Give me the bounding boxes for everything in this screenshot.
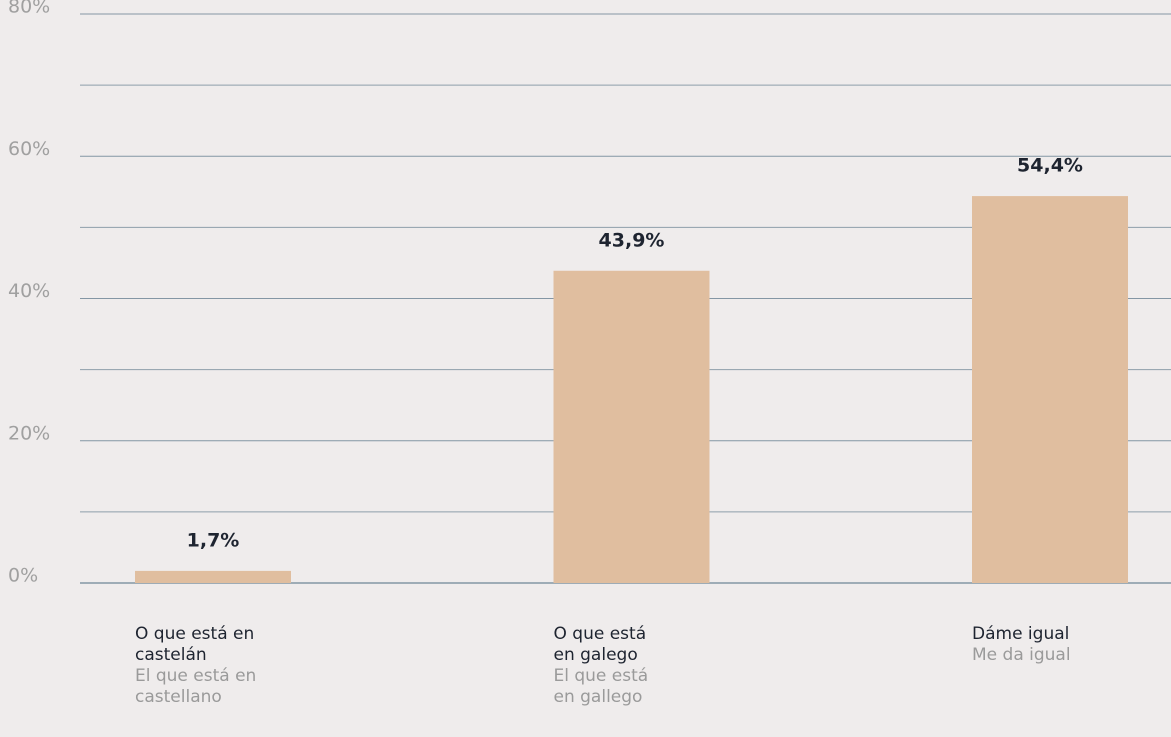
category-name: Dáme igual	[972, 624, 1070, 644]
bar	[553, 270, 710, 583]
category-translation: El que está en castellano	[135, 666, 257, 707]
category-translation: Me da igual	[972, 645, 1071, 665]
y-tick-label: 0%	[8, 565, 38, 587]
value-label: 54,4%	[1017, 155, 1083, 177]
y-tick-label: 80%	[8, 0, 50, 18]
y-tick-label: 20%	[8, 422, 50, 444]
category-label: Dáme igual Me da igual	[972, 624, 1112, 666]
category-label: O que está en castelán El que está en cas…	[135, 624, 275, 708]
value-label: 43,9%	[599, 229, 665, 251]
y-tick-label: 60%	[8, 138, 50, 160]
category-name: O que está en castelán	[135, 624, 255, 665]
bar	[135, 570, 291, 583]
category-translation: El que está en gallego	[553, 666, 649, 707]
category-name: O que está en galego	[553, 624, 647, 665]
value-label: 1,7%	[187, 529, 240, 551]
category-label: O que está en galego El que está en galle…	[554, 624, 649, 708]
y-tick-label: 40%	[8, 280, 50, 302]
bar	[972, 196, 1128, 583]
